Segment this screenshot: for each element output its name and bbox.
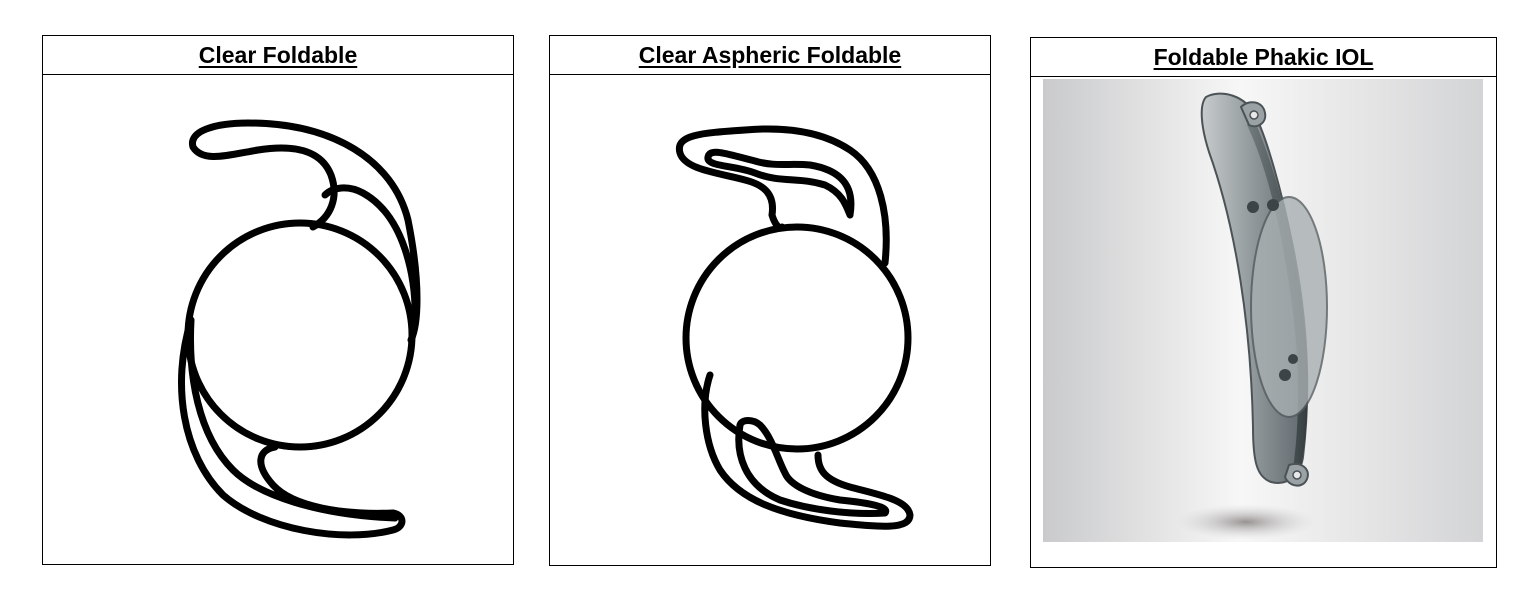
- panel-clear-aspheric-foldable: Clear Aspheric Foldable: [549, 35, 991, 566]
- upper-haptic: [189, 119, 421, 344]
- panel-title: Clear Foldable: [43, 36, 513, 75]
- upper-haptic: [675, 125, 890, 267]
- panel-title: Foldable Phakic IOL: [1031, 38, 1496, 77]
- iol-aspheric-haptic-icon: [675, 125, 914, 530]
- bottom-tab-hole: [1292, 470, 1302, 480]
- lower-haptic-slot: [735, 417, 890, 517]
- panel-illustration: [43, 75, 513, 564]
- drop-shadow: [1176, 504, 1316, 540]
- optic-bulge: [1250, 196, 1328, 418]
- lower-haptic: [178, 316, 406, 539]
- pin-upper: [1247, 201, 1259, 213]
- optic-circle: [682, 223, 912, 453]
- optic-circle: [184, 219, 416, 451]
- panel-illustration: [1031, 77, 1496, 567]
- pin-upper-2: [1267, 199, 1279, 211]
- upper-haptic-slot: [704, 148, 855, 219]
- top-tab-hole: [1249, 110, 1259, 120]
- panel-illustration: [550, 75, 990, 565]
- panel-foldable-phakic-iol: Foldable Phakic IOL: [1030, 37, 1497, 568]
- pin-lower: [1279, 369, 1291, 381]
- lower-haptic: [701, 371, 914, 530]
- panel-clear-foldable: Clear Foldable: [42, 35, 514, 565]
- phakic-iol-render-icon: [1043, 79, 1483, 542]
- pin-lower-2: [1288, 354, 1298, 364]
- iol-open-loop-haptic-icon: [178, 119, 421, 539]
- panel-title: Clear Aspheric Foldable: [550, 36, 990, 75]
